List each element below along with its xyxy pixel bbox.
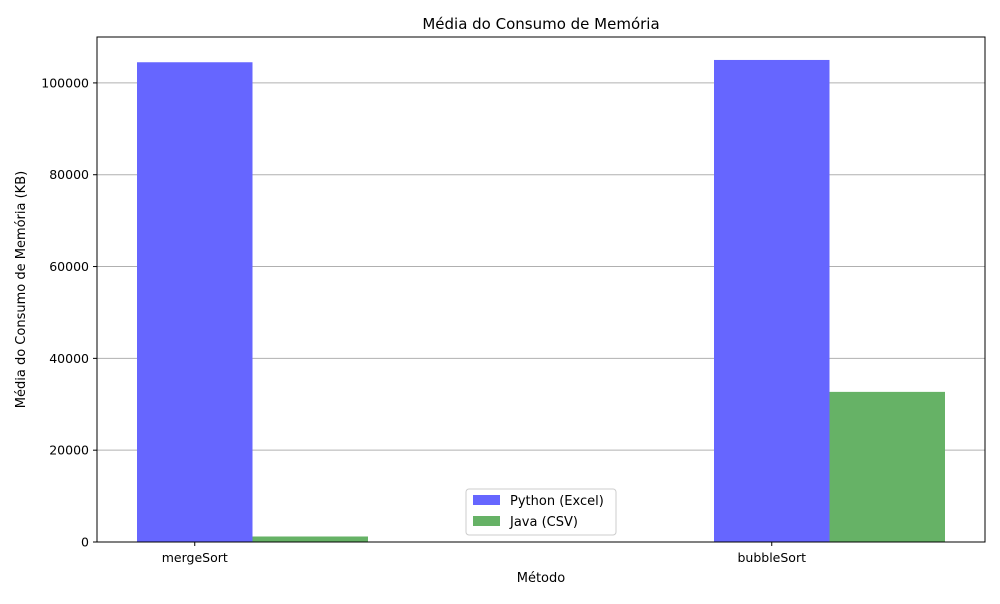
y-tick-label: 100000 xyxy=(41,75,89,90)
y-axis-label: Média do Consumo de Memória (KB) xyxy=(14,171,29,408)
bars xyxy=(137,59,945,543)
plot-frame xyxy=(96,36,986,543)
legend-swatch-java xyxy=(473,516,500,526)
bar-mergeSort-java xyxy=(252,536,368,542)
legend-swatch-python xyxy=(473,495,500,505)
bar-bubbleSort-python xyxy=(714,59,830,543)
y-axis: 0 20000 40000 60000 80000 100000 xyxy=(41,75,97,550)
chart-title: Média do Consumo de Memória xyxy=(422,15,659,33)
x-axis: mergeSort bubbleSort xyxy=(162,542,806,565)
legend-label-java: Java (CSV) xyxy=(509,515,578,530)
y-tick-label: 80000 xyxy=(49,167,89,182)
x-tick-label-bubbleSort: bubbleSort xyxy=(737,550,806,565)
legend-box xyxy=(465,488,617,536)
bar-bubbleSort-java xyxy=(829,391,945,542)
legend: Python (Excel) Java (CSV) xyxy=(465,488,617,536)
y-tick-label: 0 xyxy=(81,535,89,550)
legend-label-python: Python (Excel) xyxy=(510,494,604,509)
x-tick-label-mergeSort: mergeSort xyxy=(162,550,228,565)
x-axis-label: Método xyxy=(517,571,566,586)
bar-mergeSort-python xyxy=(137,62,253,542)
y-tick-label: 40000 xyxy=(49,351,89,366)
y-tick-label: 20000 xyxy=(49,443,89,458)
y-tick-label: 60000 xyxy=(49,259,89,274)
